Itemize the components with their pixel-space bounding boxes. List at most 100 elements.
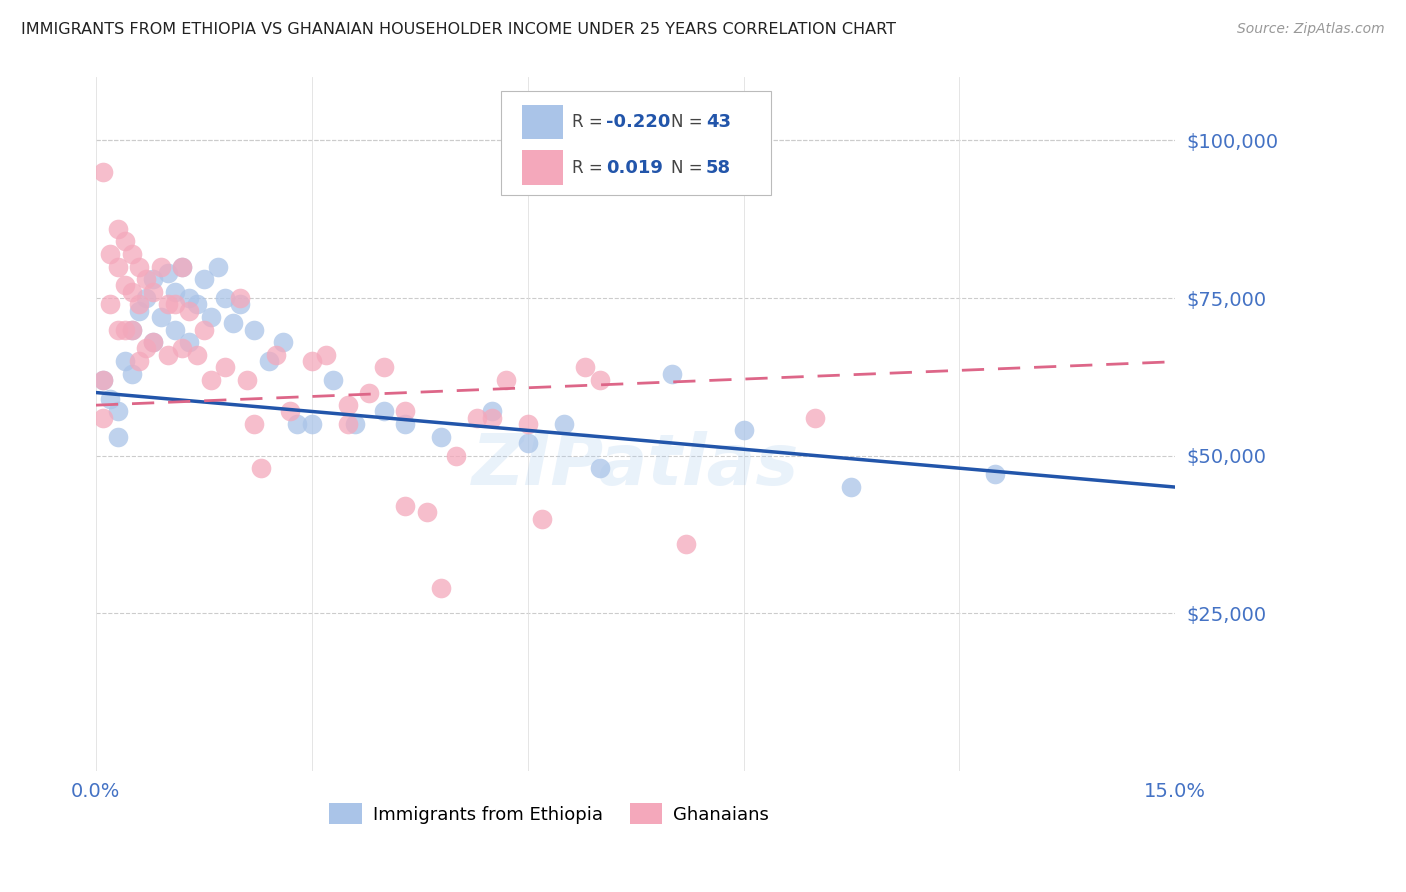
Point [121, 247, 143, 261]
Point [121, 367, 143, 381]
Point [675, 537, 697, 551]
FancyBboxPatch shape [522, 104, 564, 139]
Point [107, 322, 129, 336]
Point [343, 417, 366, 431]
Point [121, 322, 143, 336]
Text: 58: 58 [706, 159, 731, 177]
Point [172, 260, 194, 274]
Point [207, 260, 229, 274]
Point [149, 310, 172, 324]
Point [107, 430, 129, 444]
Point [91, 373, 114, 387]
Point [574, 360, 596, 375]
Text: N =: N = [671, 159, 709, 177]
Point [359, 385, 381, 400]
Point [278, 404, 301, 418]
Point [516, 417, 538, 431]
Point [271, 335, 294, 350]
Point [114, 235, 136, 249]
Point [236, 373, 259, 387]
Point [135, 272, 157, 286]
Point [841, 480, 863, 494]
Point [221, 316, 243, 330]
Text: R =: R = [572, 113, 607, 131]
Text: 0.019: 0.019 [606, 159, 664, 177]
FancyBboxPatch shape [501, 91, 770, 195]
Point [165, 322, 187, 336]
Point [193, 322, 215, 336]
Point [229, 291, 252, 305]
Point [142, 335, 165, 350]
Point [588, 373, 610, 387]
Point [214, 291, 236, 305]
Point [264, 348, 287, 362]
Point [142, 335, 165, 350]
Point [156, 266, 179, 280]
Point [531, 511, 554, 525]
Point [142, 285, 165, 299]
Point [243, 322, 266, 336]
Point [495, 373, 517, 387]
Point [430, 581, 453, 595]
FancyBboxPatch shape [522, 150, 564, 185]
Point [394, 417, 416, 431]
Point [179, 291, 201, 305]
Point [114, 322, 136, 336]
Point [128, 354, 150, 368]
Point [91, 373, 114, 387]
Point [481, 404, 503, 418]
Text: Source: ZipAtlas.com: Source: ZipAtlas.com [1237, 22, 1385, 37]
Point [394, 404, 416, 418]
Legend: Immigrants from Ethiopia, Ghanaians: Immigrants from Ethiopia, Ghanaians [329, 803, 769, 824]
Point [165, 297, 187, 311]
Point [430, 430, 453, 444]
Point [128, 303, 150, 318]
Point [186, 297, 208, 311]
Point [250, 461, 273, 475]
Text: 43: 43 [706, 113, 731, 131]
Point [200, 373, 222, 387]
Point [98, 247, 121, 261]
Point [156, 297, 179, 311]
Point [149, 260, 172, 274]
Point [214, 360, 236, 375]
Point [444, 449, 467, 463]
Point [135, 342, 157, 356]
Point [107, 404, 129, 418]
Point [121, 285, 143, 299]
Point [172, 260, 194, 274]
Point [156, 348, 179, 362]
Point [186, 348, 208, 362]
Point [179, 303, 201, 318]
Point [301, 354, 323, 368]
Point [107, 221, 129, 235]
Point [416, 505, 439, 519]
Point [257, 354, 280, 368]
Point [465, 410, 488, 425]
Point [91, 165, 114, 179]
Point [121, 322, 143, 336]
Point [179, 335, 201, 350]
Point [107, 260, 129, 274]
Point [91, 410, 114, 425]
Point [588, 461, 610, 475]
Point [142, 272, 165, 286]
Point [128, 260, 150, 274]
Point [804, 410, 827, 425]
Point [553, 417, 575, 431]
Point [481, 410, 503, 425]
Point [200, 310, 222, 324]
Point [315, 348, 337, 362]
Point [516, 436, 538, 450]
Point [114, 354, 136, 368]
Text: N =: N = [671, 113, 709, 131]
Point [128, 297, 150, 311]
Point [733, 423, 755, 437]
Point [336, 398, 359, 412]
Point [984, 467, 1007, 482]
Point [172, 342, 194, 356]
Point [165, 285, 187, 299]
Point [373, 404, 395, 418]
Point [98, 392, 121, 406]
Point [336, 417, 359, 431]
